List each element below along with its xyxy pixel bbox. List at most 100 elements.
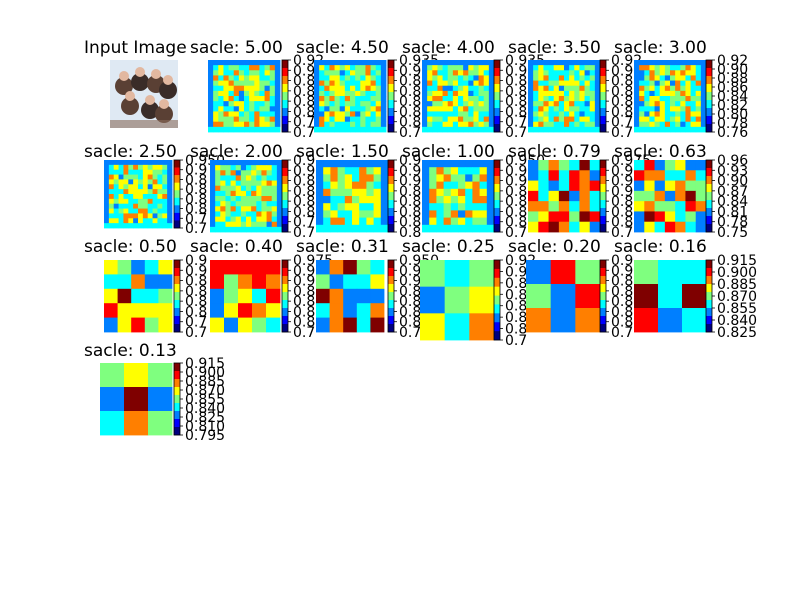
heatmap-cell [690,96,697,102]
heatmap-cell [437,111,443,117]
heatmap-cell [558,80,565,87]
heatmap-cell [274,116,281,123]
heatmap [316,160,389,233]
colorbar-tick-label: 0.84 [717,194,748,210]
heatmap-cell [574,111,580,117]
colorbar-tick-label: 0.82 [717,98,748,114]
heatmap-cell [352,203,360,211]
heatmap-cell [452,96,459,102]
heatmap-cell [473,75,479,81]
colorbar-swatch [282,224,288,233]
heatmap-cell [223,126,229,133]
colorbar-swatch [388,324,394,333]
heatmap-cell [538,111,544,117]
heatmap-cell [274,126,281,133]
heatmap-cell [360,70,366,76]
colorbar: 0.920.90.80.80.80.80.70.7 [599,53,642,141]
colorbar-tick-label: 0.7 [293,325,315,341]
heatmap-cell [458,60,464,66]
heatmap-cell [339,80,346,87]
heatmap-cell [138,184,144,190]
heatmap-cell [266,216,273,223]
heatmap-cell [670,85,676,92]
panel-title: sacle: 0.25 [402,237,495,257]
heatmap-cell [548,126,555,133]
heatmap-cell [228,75,235,81]
heatmap-cell [370,101,377,107]
heatmap-cell [224,303,239,318]
colorbar-swatch [282,316,288,325]
heatmap-cell [276,216,283,223]
heatmap-cell [548,60,555,66]
heatmap-cell [261,170,267,176]
heatmap-cell [319,111,325,117]
heatmap-cell [276,170,283,176]
heatmap-cell [316,174,324,182]
heatmap-cell [359,160,367,168]
heatmap-cell [133,208,139,214]
heatmap-cell [594,126,601,133]
heatmap-cell [365,106,371,112]
heatmap-cell [558,96,565,102]
heatmap-cell [330,160,338,168]
heatmap-cell [123,169,129,175]
colorbar-tick-label: 0.8 [399,315,421,331]
heatmap-cell [276,165,283,171]
heatmap-cell [558,75,565,81]
heatmap-cell [256,221,262,228]
heatmap-cell [235,175,242,181]
heatmap-cell [274,70,281,76]
heatmap-cell [463,101,469,107]
heatmap-cell [447,65,454,71]
heatmap-cell [422,85,428,92]
heatmap-cell [316,167,324,175]
heatmap-cell [670,106,676,112]
heatmap-cell [339,111,346,117]
heatmap-cell [356,288,371,304]
heatmap-cell [329,274,344,290]
heatmap-cell [249,116,255,123]
heatmap-cell [420,286,446,314]
heatmap-cell [238,80,245,87]
heatmap-cell [664,180,676,192]
colorbar-tick-label: 0.9 [399,263,421,279]
heatmap-cell [473,101,479,107]
heatmap-cell [488,116,495,123]
heatmap-cell [228,70,235,76]
heatmap-cell [339,60,346,66]
heatmap-cell [483,70,490,76]
heatmap-cell [118,174,124,180]
heatmap-cell [224,317,239,333]
colorbar-tick-label: 0.8 [399,204,421,220]
heatmap-cell [223,111,229,117]
heatmap-cell [334,96,341,102]
colorbar-swatch [388,216,394,225]
colorbar-swatch [600,324,606,333]
heatmap-cell [256,216,262,223]
heatmap-cell [244,96,250,102]
heatmap-cell [458,160,466,168]
heatmap-cell [548,65,555,71]
heatmap-cell [240,196,247,202]
heatmap-cell [240,206,247,212]
colorbar-swatch [388,316,394,325]
heatmap-cell [675,111,681,117]
heatmap-cell [152,208,158,214]
colorbar-tick-label: 0.8 [505,276,527,292]
heatmap-cell [528,116,534,123]
heatmap-cell [240,180,247,187]
heatmap-cell [167,198,173,205]
colorbar-tick-label: 0.75 [717,225,748,241]
heatmap-cell [142,198,149,205]
heatmap-cell [123,194,129,200]
heatmap-cell [564,116,570,123]
heatmap-cell [458,75,464,81]
colorbar-swatch [600,176,606,185]
heatmap-cell [664,101,671,107]
heatmap-cell [538,180,549,192]
heatmap-cell [152,203,158,209]
colorbar-tick-label: 0.9 [611,184,633,200]
heatmap-cell [664,211,676,223]
heatmap-cell [350,126,356,133]
colorbar-swatch [282,160,288,169]
